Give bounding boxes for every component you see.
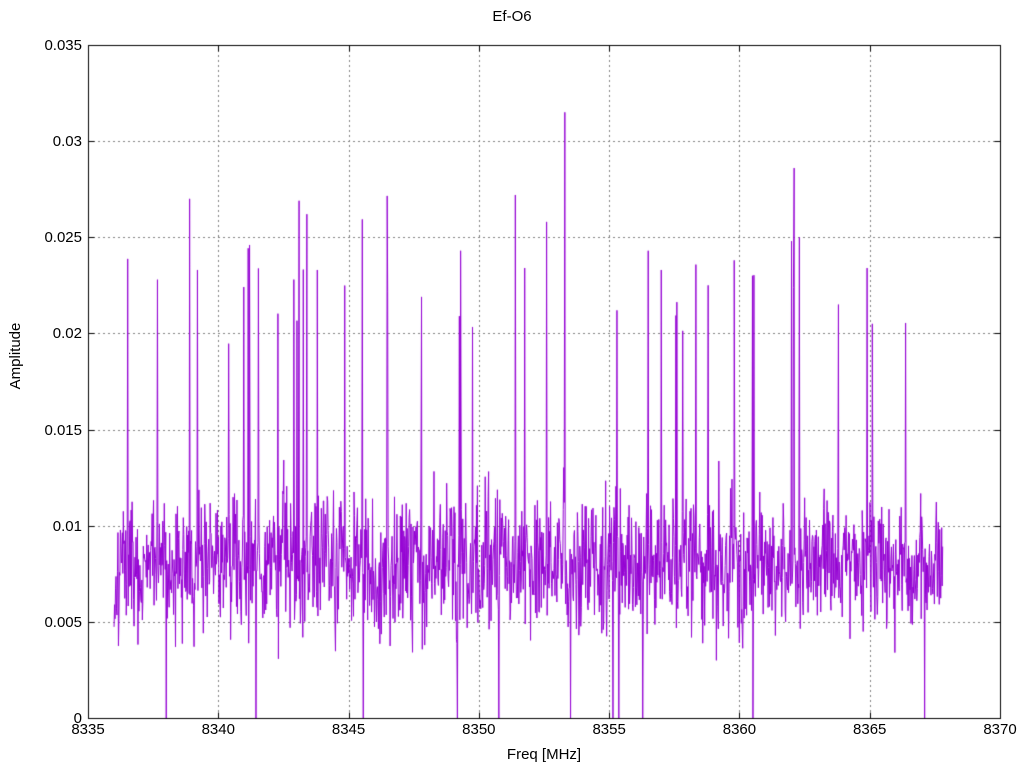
chart-figure: Ef-O6 Amplitude Freq [MHz] 00.0050.010.0… — [0, 0, 1024, 768]
spectrum-plot-canvas — [0, 0, 1024, 768]
